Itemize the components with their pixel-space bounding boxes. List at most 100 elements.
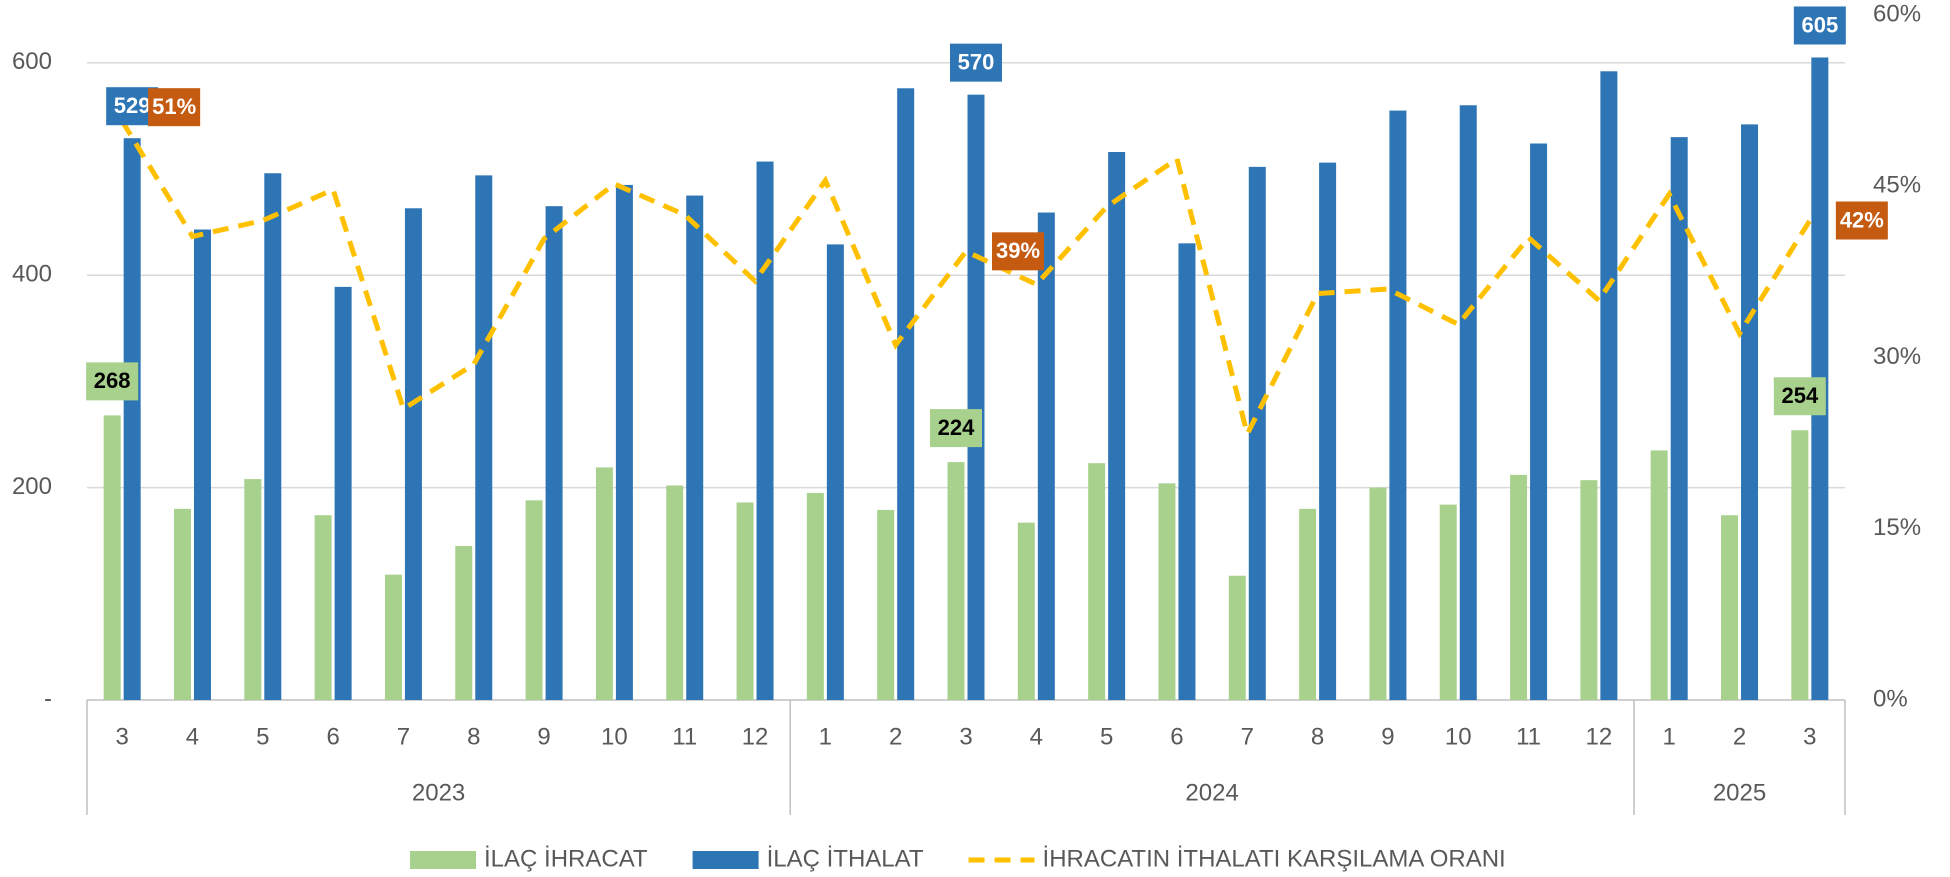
ratio-label-bg <box>992 232 1044 271</box>
bar <box>1228 575 1246 700</box>
x-tick-label: 10 <box>1445 723 1472 750</box>
bar <box>123 138 141 701</box>
bar <box>1248 166 1266 700</box>
ratio-label-bg <box>1835 201 1888 240</box>
export-label-bg <box>930 409 982 448</box>
bar <box>736 502 754 700</box>
bar <box>826 244 844 700</box>
bar <box>806 492 824 700</box>
x-tick-label: 7 <box>1241 723 1254 750</box>
bar <box>1037 212 1055 700</box>
x-tick-label: 12 <box>742 723 769 750</box>
export-label-bg <box>1773 377 1826 416</box>
legend-label: İLAÇ İHRACAT <box>484 845 648 872</box>
x-tick-label: 8 <box>467 723 480 750</box>
x-tick-label: 3 <box>1803 723 1816 750</box>
bar <box>1319 162 1337 701</box>
bar <box>264 173 282 701</box>
bar <box>1670 137 1688 701</box>
legend-swatch <box>692 851 759 869</box>
x-tick-label: 8 <box>1311 723 1324 750</box>
group-label: 2023 <box>412 779 465 806</box>
bar <box>595 467 613 700</box>
bar <box>1530 143 1548 700</box>
y-tick-label: 200 <box>12 473 52 500</box>
bar <box>1741 124 1759 701</box>
x-tick-label: 6 <box>326 723 339 750</box>
export-label-bg <box>86 362 139 401</box>
bar <box>384 574 402 700</box>
bar <box>1369 487 1387 700</box>
ratio-label: 42% <box>1840 207 1884 232</box>
bar <box>1459 105 1477 701</box>
bar <box>1439 504 1457 700</box>
group-label: 2025 <box>1713 779 1766 806</box>
bar <box>455 546 473 700</box>
import-label-bg <box>950 43 1002 82</box>
y2-tick-label: 0% <box>1873 685 1908 712</box>
x-tick-label: 4 <box>186 723 199 750</box>
legend-label: İLAÇ İTHALAT <box>767 845 924 872</box>
ratio-label-bg <box>148 88 201 127</box>
y-tick-label: 400 <box>12 261 52 288</box>
bar <box>686 195 704 700</box>
import-label: 570 <box>958 49 995 74</box>
export-label: 224 <box>938 415 975 440</box>
bar <box>314 515 332 700</box>
bar <box>1600 71 1618 701</box>
bar <box>1650 450 1668 700</box>
bar <box>404 208 422 701</box>
x-tick-label: 11 <box>672 723 697 750</box>
legend-label: İHRACATIN İTHALATI KARŞILAMA ORANI <box>1043 845 1506 872</box>
x-tick-label: 9 <box>1381 723 1394 750</box>
legend-swatch <box>410 851 476 869</box>
y-tick-label: 600 <box>12 48 52 75</box>
bar <box>967 94 985 700</box>
ratio-line <box>120 119 1812 442</box>
x-tick-label: 1 <box>1663 723 1676 750</box>
x-tick-label: 6 <box>1170 723 1183 750</box>
x-tick-label: 1 <box>819 723 832 750</box>
y2-tick-label: 15% <box>1873 514 1921 541</box>
bar <box>173 508 191 700</box>
bar <box>897 88 915 701</box>
bar <box>244 479 262 700</box>
y2-tick-label: 30% <box>1873 343 1921 370</box>
bar <box>1088 463 1106 700</box>
x-tick-label: 3 <box>115 723 128 750</box>
y-tick-label: - <box>44 685 52 712</box>
export-label: 268 <box>94 368 131 393</box>
bar <box>1017 522 1035 700</box>
bar <box>947 462 965 700</box>
ratio-label: 51% <box>152 94 196 119</box>
bar <box>475 175 493 701</box>
import-label: 529 <box>114 93 151 118</box>
bar <box>1158 483 1176 700</box>
bar <box>756 161 774 701</box>
bar <box>1299 508 1317 700</box>
export-label: 254 <box>1781 383 1818 408</box>
x-tick-label: 3 <box>959 723 972 750</box>
bar <box>334 286 352 700</box>
y2-tick-label: 60% <box>1873 0 1921 27</box>
ratio-label: 39% <box>996 238 1040 263</box>
import-label-bg <box>1793 6 1846 45</box>
bar <box>877 509 895 700</box>
x-tick-label: 7 <box>397 723 410 750</box>
bar <box>1178 243 1196 701</box>
x-tick-label: 4 <box>1030 723 1043 750</box>
bar <box>666 485 684 700</box>
x-tick-label: 2 <box>889 723 902 750</box>
x-tick-label: 12 <box>1586 723 1613 750</box>
bar <box>1108 152 1126 700</box>
x-tick-label: 11 <box>1516 723 1541 750</box>
x-tick-label: 9 <box>537 723 550 750</box>
bar <box>1389 110 1407 700</box>
bar <box>545 206 563 701</box>
bar <box>615 184 633 700</box>
bar <box>525 500 543 700</box>
bar <box>1791 430 1809 700</box>
y2-tick-label: 45% <box>1873 172 1921 199</box>
x-tick-label: 5 <box>256 723 269 750</box>
